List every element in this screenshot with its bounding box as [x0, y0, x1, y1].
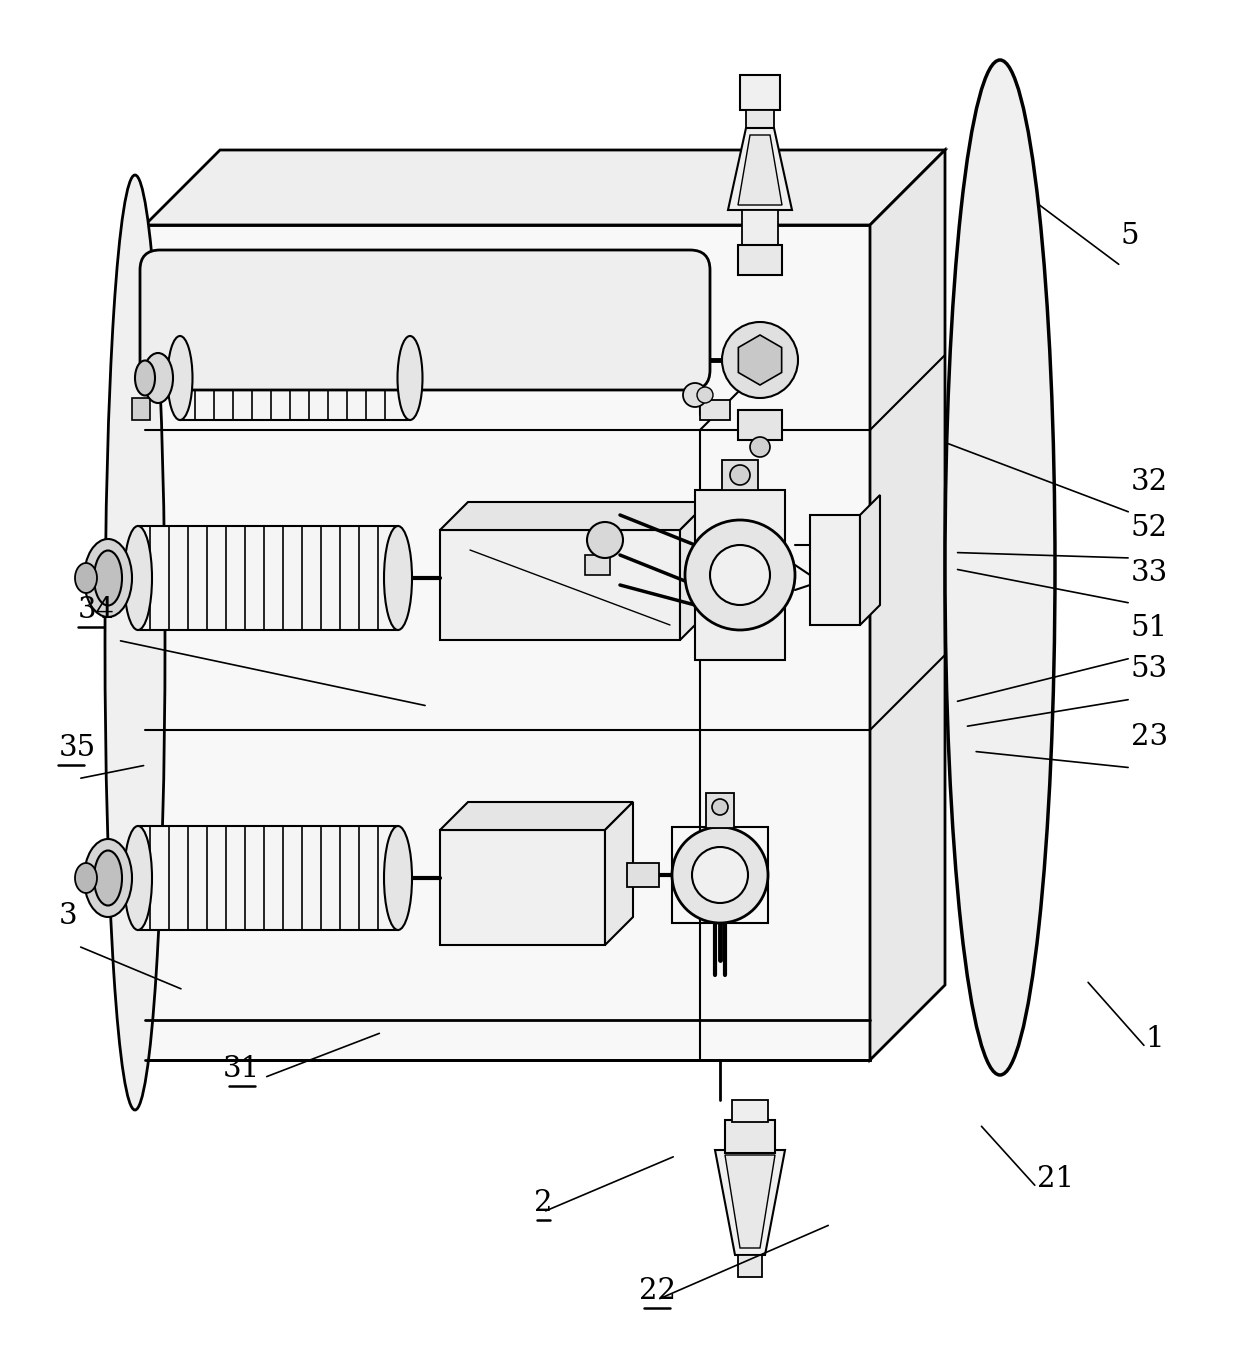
- Bar: [742, 210, 777, 245]
- Text: 35: 35: [58, 735, 95, 762]
- Text: 34: 34: [78, 596, 115, 624]
- Bar: [180, 336, 410, 420]
- Ellipse shape: [94, 551, 122, 606]
- Text: 21: 21: [1037, 1165, 1074, 1193]
- Bar: [701, 400, 730, 420]
- Circle shape: [587, 522, 622, 558]
- Polygon shape: [715, 1150, 785, 1254]
- Ellipse shape: [143, 352, 174, 403]
- Bar: [694, 489, 785, 659]
- Text: 23: 23: [1131, 724, 1168, 751]
- Text: 32: 32: [1131, 469, 1168, 496]
- Polygon shape: [440, 531, 680, 640]
- Bar: [706, 792, 734, 828]
- Polygon shape: [738, 134, 782, 206]
- Text: 33: 33: [1131, 559, 1168, 587]
- Bar: [131, 398, 150, 420]
- Circle shape: [692, 847, 748, 903]
- FancyBboxPatch shape: [140, 250, 711, 389]
- Bar: [672, 827, 768, 923]
- Ellipse shape: [398, 336, 423, 420]
- Bar: [138, 526, 398, 631]
- Circle shape: [711, 546, 770, 605]
- Bar: [738, 1254, 763, 1276]
- Circle shape: [684, 520, 795, 631]
- Text: 22: 22: [639, 1278, 676, 1305]
- Ellipse shape: [94, 850, 122, 905]
- Ellipse shape: [84, 839, 131, 917]
- Polygon shape: [861, 495, 880, 625]
- Circle shape: [697, 387, 713, 403]
- Bar: [738, 410, 782, 440]
- Text: 3: 3: [58, 902, 77, 930]
- Polygon shape: [810, 515, 861, 625]
- Bar: [722, 461, 758, 489]
- Polygon shape: [440, 802, 632, 829]
- Text: 53: 53: [1131, 655, 1168, 683]
- Text: 31: 31: [223, 1056, 260, 1083]
- Bar: [740, 75, 780, 110]
- Circle shape: [712, 799, 728, 814]
- Ellipse shape: [84, 539, 131, 617]
- Circle shape: [750, 437, 770, 457]
- Circle shape: [683, 383, 707, 407]
- Ellipse shape: [74, 862, 97, 893]
- Bar: [738, 245, 782, 276]
- Text: 51: 51: [1131, 614, 1168, 642]
- Polygon shape: [605, 802, 632, 945]
- Circle shape: [672, 827, 768, 923]
- Bar: [746, 110, 774, 128]
- Ellipse shape: [384, 526, 412, 631]
- Polygon shape: [440, 502, 708, 531]
- Ellipse shape: [945, 60, 1055, 1075]
- Text: 1: 1: [1146, 1026, 1164, 1053]
- Ellipse shape: [167, 336, 192, 420]
- Text: 2: 2: [534, 1190, 552, 1217]
- Circle shape: [722, 322, 799, 398]
- Bar: [732, 1100, 768, 1121]
- Bar: [138, 825, 398, 930]
- Bar: [725, 1120, 775, 1153]
- Bar: [585, 555, 610, 574]
- Circle shape: [730, 465, 750, 485]
- Polygon shape: [440, 829, 605, 945]
- Ellipse shape: [124, 825, 153, 930]
- Ellipse shape: [74, 563, 97, 594]
- Ellipse shape: [135, 361, 155, 395]
- Polygon shape: [145, 225, 870, 1060]
- Polygon shape: [680, 502, 708, 640]
- Polygon shape: [728, 128, 792, 210]
- Text: 5: 5: [1121, 222, 1140, 250]
- Polygon shape: [145, 149, 945, 225]
- Ellipse shape: [124, 526, 153, 631]
- Polygon shape: [738, 335, 781, 385]
- Polygon shape: [725, 1154, 775, 1248]
- Bar: [627, 862, 658, 887]
- Ellipse shape: [384, 825, 412, 930]
- Ellipse shape: [105, 175, 165, 1111]
- Polygon shape: [870, 149, 945, 1060]
- Text: 52: 52: [1131, 514, 1168, 542]
